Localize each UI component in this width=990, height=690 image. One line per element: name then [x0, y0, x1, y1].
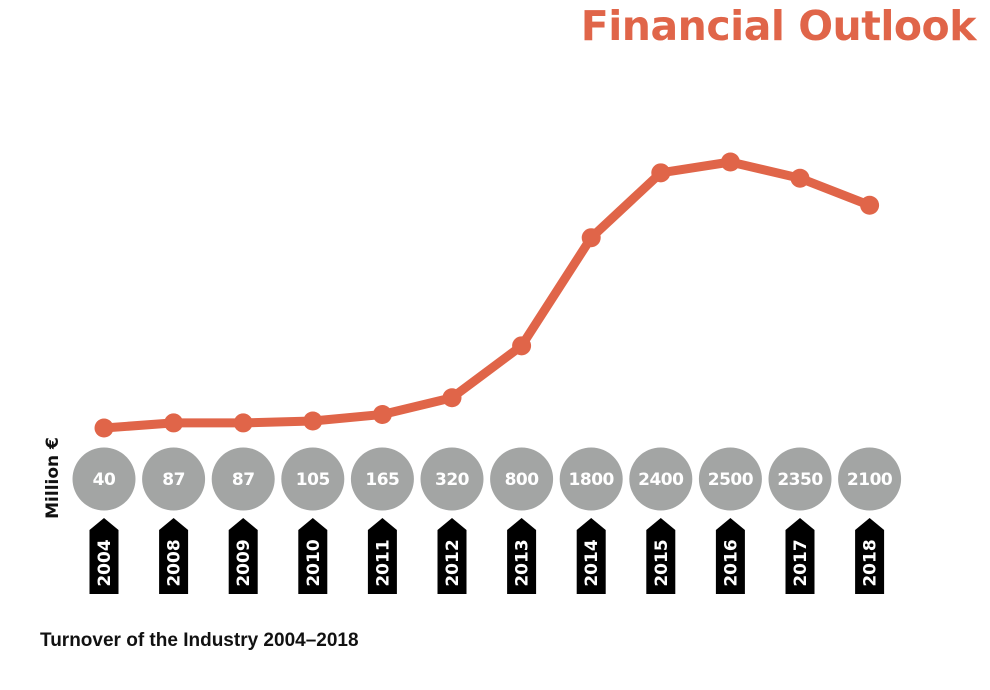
data-point — [233, 413, 253, 433]
value-bubble-circle — [211, 447, 275, 511]
year-tag-shape — [367, 518, 397, 594]
data-label: 165 — [365, 470, 399, 490]
value-bubble: 2400 — [629, 447, 693, 511]
value-bubble-circle — [281, 447, 345, 511]
value-bubble: 2500 — [698, 447, 762, 511]
data-label: 40 — [93, 470, 116, 490]
value-bubble-circle — [698, 447, 762, 511]
year-tag: 2010 — [298, 518, 328, 594]
page-title: Financial Outlook — [580, 2, 977, 50]
value-bubble-circle — [420, 447, 484, 511]
value-bubble: 87 — [211, 447, 275, 511]
y-axis-label-group: Million € — [43, 437, 63, 519]
year-tag-shape — [228, 518, 258, 594]
data-point — [581, 228, 601, 248]
value-bubble: 87 — [142, 447, 206, 511]
value-bubble-circle — [350, 447, 414, 511]
year-tag: 2011 — [367, 518, 397, 594]
x-tick-label: 2012 — [443, 539, 463, 586]
x-tick-label: 2014 — [582, 539, 602, 586]
value-bubble-circle — [72, 447, 136, 511]
value-bubble: 320 — [420, 447, 484, 511]
x-tick-label: 2008 — [165, 539, 185, 586]
year-tag: 2015 — [646, 518, 676, 594]
year-tag-shape — [298, 518, 328, 594]
x-tick-label: 2010 — [304, 539, 324, 586]
x-tick-label: 2017 — [791, 539, 811, 586]
year-tag: 2013 — [507, 518, 537, 594]
data-label: 2500 — [708, 470, 754, 490]
data-point — [790, 168, 810, 188]
year-tag-shape — [507, 518, 537, 594]
value-bubble-circle — [629, 447, 693, 511]
value-bubble-circle — [768, 447, 832, 511]
year-tag: 2004 — [89, 518, 119, 594]
y-axis-label: Million € — [43, 437, 63, 519]
value-bubble: 1800 — [559, 447, 623, 511]
x-tick-label: 2015 — [652, 539, 672, 586]
year-tag: 2009 — [228, 518, 258, 594]
x-tick-label: 2009 — [234, 539, 254, 586]
data-point — [372, 404, 392, 424]
value-bubble-circle — [838, 447, 902, 511]
year-tag-shape — [437, 518, 467, 594]
data-point — [442, 388, 462, 408]
data-label: 800 — [505, 470, 540, 490]
value-bubble-circle — [490, 447, 554, 511]
value-bubble: 2350 — [768, 447, 832, 511]
value-bubble: 800 — [490, 447, 554, 511]
value-bubble-circle — [142, 447, 206, 511]
year-tag-shape — [646, 518, 676, 594]
year-tag-shape — [855, 518, 885, 594]
year-tag-shape — [89, 518, 119, 594]
series-line-layer — [99, 157, 875, 433]
chart-caption: Turnover of the Industry 2004–2018 — [40, 630, 359, 651]
year-tag: 2017 — [785, 518, 815, 594]
data-point — [164, 413, 184, 433]
data-label: 1800 — [569, 470, 615, 490]
year-tag-shape — [576, 518, 606, 594]
data-label: 87 — [162, 470, 185, 490]
series-line — [99, 157, 875, 433]
value-bubble-circle — [559, 447, 623, 511]
data-label: 2100 — [847, 470, 893, 490]
data-point — [720, 152, 740, 172]
year-tag-shape — [785, 518, 815, 594]
value-bubble: 165 — [350, 447, 414, 511]
value-bubbles-layer: 40 87 87 105 165 320 800 1800 2400 2500 2350 2100 — [72, 447, 902, 511]
data-label: 320 — [435, 470, 470, 490]
year-tag: 2008 — [159, 518, 189, 594]
year-tag-shape — [715, 518, 745, 594]
data-label: 2350 — [777, 470, 823, 490]
year-tag: 2016 — [715, 518, 745, 594]
data-label: 2400 — [638, 470, 684, 490]
x-tick-label: 2016 — [721, 539, 741, 586]
data-label: 87 — [232, 470, 255, 490]
value-bubble: 105 — [281, 447, 345, 511]
x-tick-label: 2018 — [861, 539, 881, 586]
data-label: 105 — [296, 470, 330, 490]
year-tag: 2014 — [576, 518, 606, 594]
x-tick-label: 2011 — [373, 539, 393, 586]
data-point — [860, 195, 880, 215]
data-point — [651, 163, 671, 183]
value-bubble: 2100 — [838, 447, 902, 511]
x-tick-label: 2004 — [95, 539, 115, 586]
data-point — [94, 418, 114, 438]
year-tag: 2018 — [855, 518, 885, 594]
data-points-layer — [94, 152, 880, 438]
year-tag: 2012 — [437, 518, 467, 594]
data-point — [303, 411, 323, 431]
value-bubble: 40 — [72, 447, 136, 511]
year-tags-layer: 2004 2008 2009 2010 2011 2012 2013 2014 2015 2016… — [89, 518, 885, 594]
year-tag-shape — [159, 518, 189, 594]
data-point — [512, 336, 532, 356]
x-tick-label: 2013 — [513, 539, 533, 586]
